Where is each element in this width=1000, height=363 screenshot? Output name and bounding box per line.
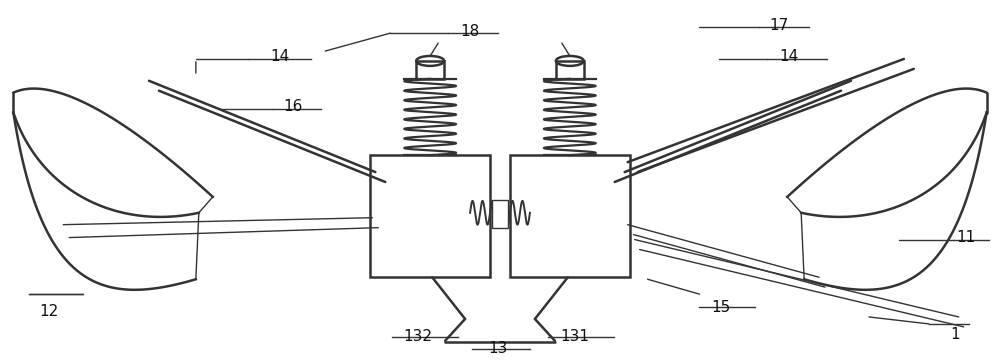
Text: 14: 14 xyxy=(271,49,290,65)
Bar xyxy=(416,61,444,79)
Text: 12: 12 xyxy=(40,305,59,319)
Text: 14: 14 xyxy=(779,49,798,65)
Bar xyxy=(370,155,490,277)
Bar xyxy=(510,155,630,277)
Text: 13: 13 xyxy=(488,341,508,356)
Text: 18: 18 xyxy=(460,24,479,38)
Text: 11: 11 xyxy=(957,230,976,245)
Bar xyxy=(492,200,508,228)
Text: 15: 15 xyxy=(711,299,731,314)
Text: 16: 16 xyxy=(284,99,303,114)
Bar xyxy=(556,61,584,79)
Text: 131: 131 xyxy=(560,329,589,344)
Text: 17: 17 xyxy=(769,18,788,33)
Text: 132: 132 xyxy=(404,329,433,344)
Text: 1: 1 xyxy=(951,327,960,342)
